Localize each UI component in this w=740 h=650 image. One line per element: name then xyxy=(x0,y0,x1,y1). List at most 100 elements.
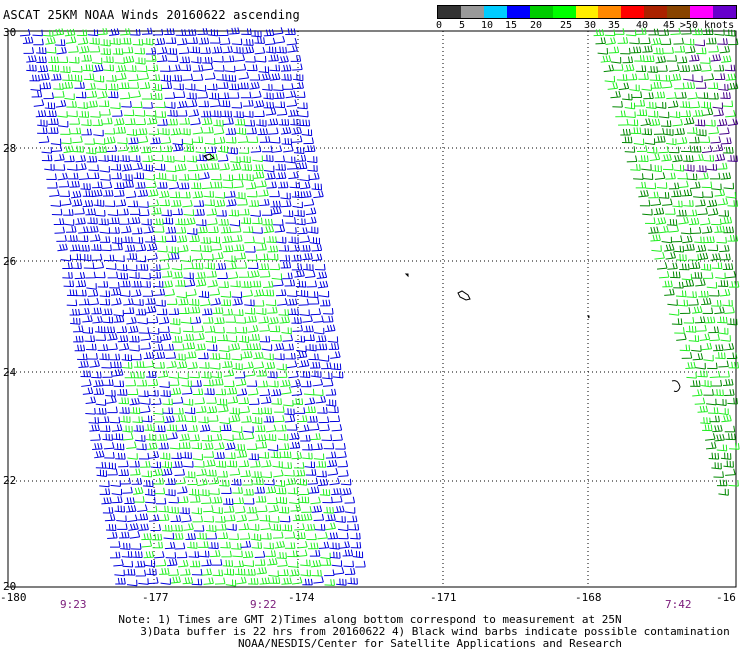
wind-barb xyxy=(198,37,210,45)
wind-barb xyxy=(198,541,209,548)
wind-barb xyxy=(214,199,226,208)
wind-barb xyxy=(112,433,124,441)
wind-barb xyxy=(48,127,59,134)
wind-barb xyxy=(719,127,730,135)
wind-barb xyxy=(265,550,276,557)
wind-barb xyxy=(79,45,90,54)
wind-barb xyxy=(648,226,659,234)
wind-barb xyxy=(134,371,145,379)
wind-barb xyxy=(276,487,287,495)
wind-barb xyxy=(270,451,282,459)
wind-barb xyxy=(325,514,336,522)
wind-barb xyxy=(122,236,133,244)
wind-barb xyxy=(118,82,130,90)
wind-barb xyxy=(333,567,345,575)
wind-barb xyxy=(104,127,116,135)
wind-barb xyxy=(243,497,255,505)
wind-barb xyxy=(307,415,318,423)
island-outline xyxy=(671,380,681,392)
wind-barb xyxy=(308,542,319,550)
wind-barb xyxy=(254,110,265,118)
wind-barb xyxy=(718,408,729,416)
wind-barb xyxy=(201,371,212,379)
wind-barb xyxy=(162,217,174,225)
wind-barb xyxy=(707,362,718,370)
wind-barb xyxy=(650,234,661,242)
wind-barb xyxy=(655,55,667,64)
wind-barb xyxy=(236,261,248,269)
wind-barb xyxy=(691,64,702,72)
wind-barb xyxy=(128,523,139,531)
wind-barb xyxy=(131,280,142,288)
wind-barb xyxy=(215,516,226,523)
wind-barb xyxy=(121,37,132,45)
wind-barb xyxy=(245,568,256,576)
wind-barb xyxy=(223,117,234,126)
wind-barb xyxy=(305,270,316,279)
wind-barb xyxy=(192,388,204,396)
wind-barb xyxy=(124,244,136,252)
wind-barb xyxy=(673,245,685,253)
wind-barb xyxy=(315,395,327,404)
wind-barb xyxy=(182,138,193,146)
wind-barb xyxy=(325,324,336,333)
wind-barb xyxy=(167,298,178,305)
wind-barb xyxy=(709,289,720,297)
wind-barb xyxy=(77,353,88,361)
wind-barb xyxy=(624,102,636,110)
wind-barb xyxy=(142,102,153,109)
wind-barb xyxy=(325,522,336,531)
wind-barb xyxy=(649,74,661,81)
wind-barb xyxy=(247,136,259,143)
legend-swatch xyxy=(483,6,507,18)
wind-barb xyxy=(157,119,168,126)
wind-barb xyxy=(74,272,86,280)
wind-barb xyxy=(181,387,193,395)
wind-barb xyxy=(243,560,255,567)
wind-barb xyxy=(655,135,666,143)
wind-barb xyxy=(207,153,218,161)
wind-barb xyxy=(248,262,259,270)
wind-barb xyxy=(595,37,606,45)
legend-label: 35 xyxy=(607,20,621,31)
wind-barb xyxy=(88,297,100,306)
wind-barb xyxy=(140,405,151,414)
wind-barb xyxy=(630,127,642,135)
wind-barb xyxy=(302,252,313,261)
wind-barb xyxy=(189,371,200,379)
wind-barb xyxy=(152,28,164,36)
wind-barb xyxy=(170,387,182,396)
wind-barb xyxy=(68,45,79,53)
wind-barb xyxy=(280,192,291,200)
wind-barb xyxy=(302,443,313,451)
wind-barb xyxy=(701,145,713,154)
wind-barb xyxy=(183,523,194,531)
wind-barb xyxy=(183,325,194,333)
wind-barb xyxy=(259,270,271,278)
wind-barb xyxy=(242,550,254,559)
wind-barb xyxy=(121,361,133,369)
wind-barb xyxy=(267,245,279,253)
wind-barb xyxy=(115,126,126,134)
wind-barb xyxy=(66,299,78,307)
wind-barb xyxy=(327,532,339,540)
wind-barb xyxy=(123,307,135,314)
legend-swatch xyxy=(529,6,553,18)
wind-barb xyxy=(341,487,352,496)
wind-barb xyxy=(30,84,41,92)
wind-barb xyxy=(253,361,265,370)
wind-barb xyxy=(166,360,177,369)
wind-barb xyxy=(254,550,266,558)
wind-barb xyxy=(636,28,647,35)
wind-barb xyxy=(243,488,254,496)
wind-barb xyxy=(199,550,210,558)
wind-barb xyxy=(146,55,157,62)
wind-barb xyxy=(680,227,692,235)
wind-barb xyxy=(305,406,316,414)
wind-barb xyxy=(263,101,275,109)
wind-barb xyxy=(241,415,252,423)
wind-barb xyxy=(161,461,173,469)
wind-barb xyxy=(129,335,140,343)
wind-barb xyxy=(218,92,230,100)
wind-barb xyxy=(101,244,112,252)
